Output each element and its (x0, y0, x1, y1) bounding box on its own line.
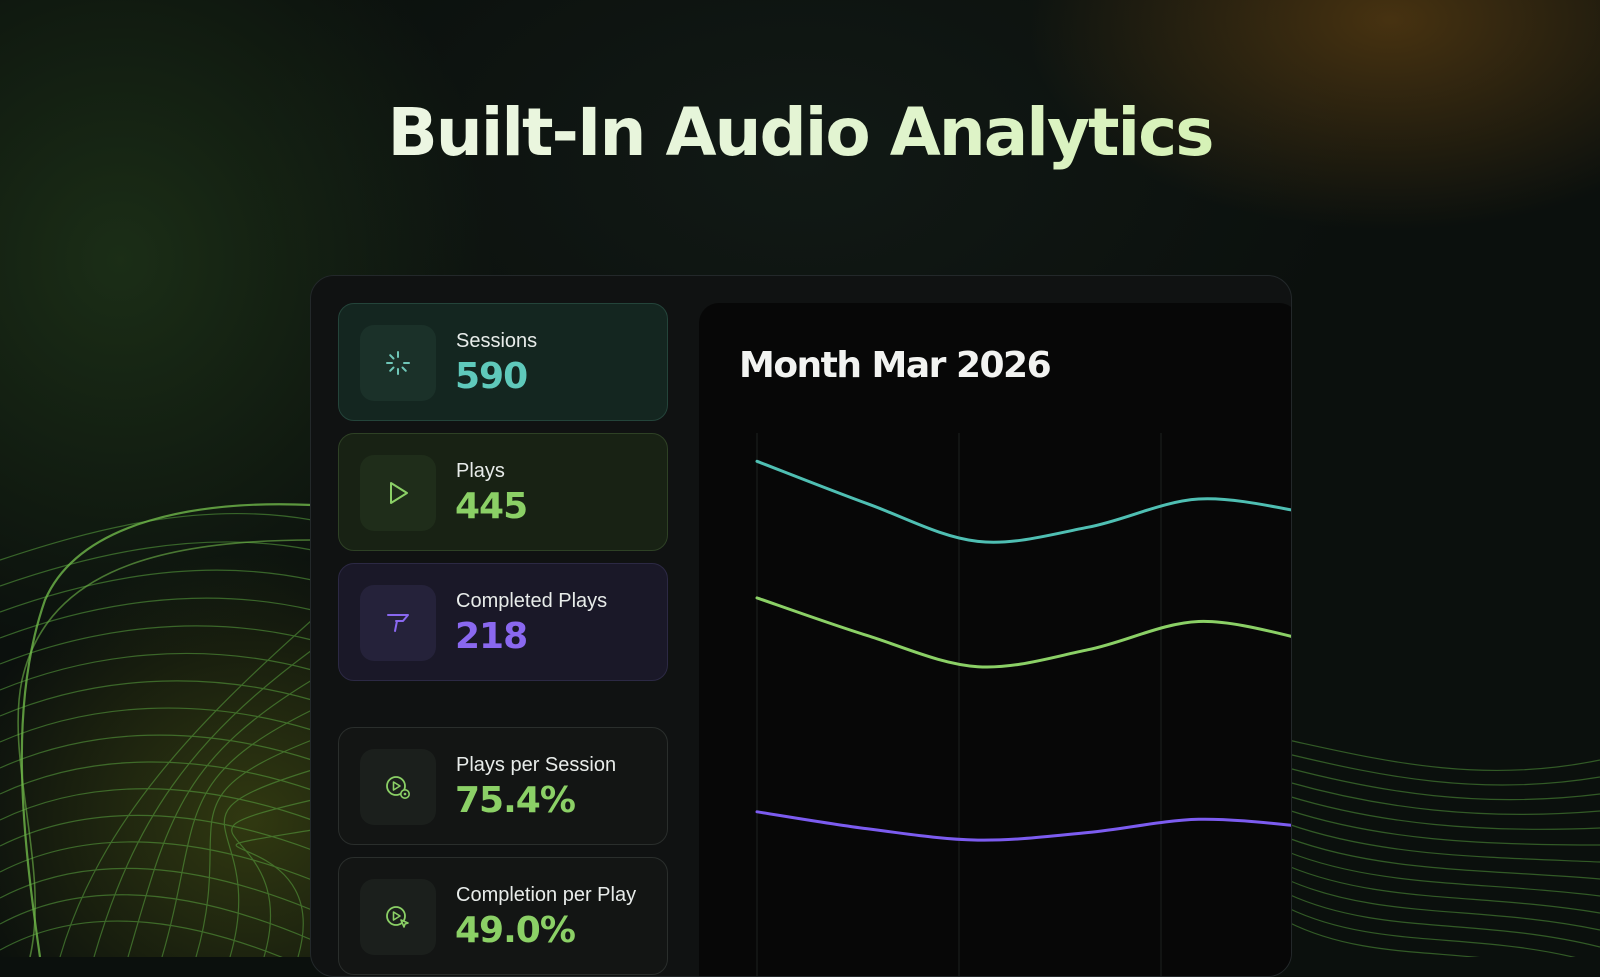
wave-line (0, 867, 313, 911)
decorative-wave-lines (0, 503, 1600, 957)
metric-value: 49.0% (455, 910, 576, 951)
wave-line (1287, 767, 1600, 801)
metric-card-plays-per-session[interactable]: Plays per Session 75.4% (338, 727, 668, 845)
wave-line (1287, 809, 1600, 846)
wave-line (0, 894, 313, 941)
wave-line (1287, 837, 1600, 880)
chart-title: Month Mar 2026 (739, 345, 1052, 386)
wave-line (0, 734, 313, 769)
series-line-0 (755, 459, 1291, 544)
wave-line (1287, 879, 1600, 931)
wave-line (93, 649, 313, 957)
wave-line (161, 709, 313, 957)
metric-value: 218 (455, 616, 528, 657)
wave-line (0, 652, 313, 691)
metric-label: Completion per Play (456, 884, 637, 906)
metric-card-completed-plays[interactable]: Completed Plays 218 (338, 563, 668, 681)
play-settings-icon (386, 776, 410, 799)
wave-line (0, 541, 313, 587)
wave-line (0, 625, 313, 665)
wave-line (0, 569, 313, 613)
plays-icon-box (360, 455, 436, 531)
line-chart (755, 433, 1291, 976)
wave-line (59, 619, 313, 957)
wave-line (1287, 865, 1600, 914)
metric-card-sessions[interactable]: Sessions 590 (338, 303, 668, 421)
metric-value: 75.4% (455, 780, 576, 821)
wave-line (1287, 907, 1576, 957)
play-icon (390, 482, 408, 504)
wave-line (0, 707, 313, 743)
analytics-panel: Sessions 590 Plays 445 Completed Plays 2… (310, 275, 1292, 977)
wave-line (0, 761, 313, 795)
wave-line (0, 680, 313, 717)
sessions-icon-box (360, 325, 436, 401)
metric-card-completion-per-play[interactable]: Completion per Play 49.0% (338, 857, 668, 975)
metric-label: Plays per Session (456, 754, 617, 776)
metric-label: Plays (456, 460, 505, 482)
wave-line (1287, 921, 1481, 957)
wave-line (0, 597, 313, 639)
series-line-1 (755, 596, 1291, 669)
wave-line (1287, 753, 1600, 786)
play-cursor-icon (386, 906, 409, 928)
wave-line (127, 679, 313, 957)
sessions-loader-icon (386, 351, 410, 375)
metric-value: 445 (455, 486, 528, 527)
completed-icon-box (360, 585, 436, 661)
metric-label: Completed Plays (456, 590, 608, 612)
cpp-icon-box (360, 879, 436, 955)
wave-line (0, 814, 313, 851)
chart-card: Month Mar 2026 (699, 303, 1291, 976)
page-title: Built-In Audio Analytics (0, 94, 1600, 171)
wave-line (1287, 851, 1600, 897)
pps-icon-box (360, 749, 436, 825)
wave-line (1287, 823, 1600, 863)
metric-value: 590 (455, 356, 528, 397)
wave-line (235, 829, 313, 957)
metric-label: Sessions (456, 330, 538, 352)
wave-line (231, 799, 313, 957)
wave-line (0, 512, 313, 561)
wave-line (0, 841, 313, 881)
wave-line (1287, 893, 1600, 948)
wave-line (1287, 781, 1600, 815)
wave-line (195, 739, 313, 957)
metric-card-plays[interactable]: Plays 445 (338, 433, 668, 551)
wave-line (1287, 739, 1600, 772)
series-line-2 (755, 810, 1291, 842)
wave-line (223, 769, 313, 957)
wave-line (1287, 795, 1600, 830)
flag-icon (387, 614, 409, 632)
